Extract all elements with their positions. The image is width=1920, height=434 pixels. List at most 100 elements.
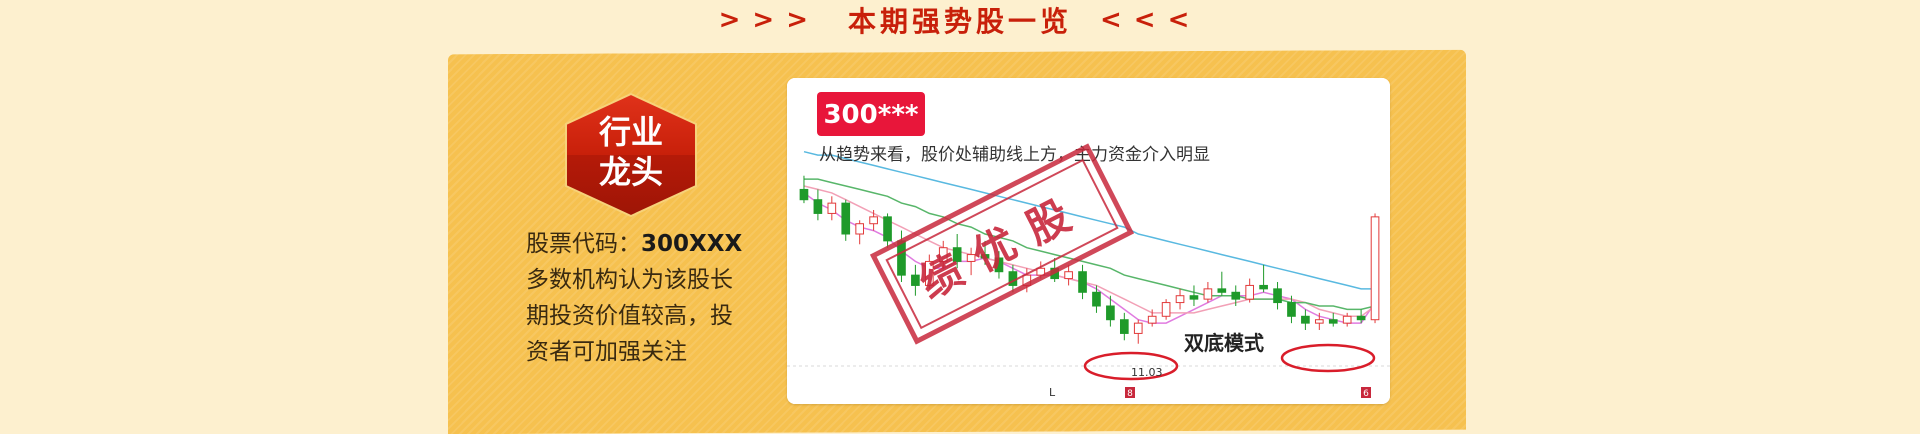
heading-left-arrows: >>> [718, 5, 820, 35]
ma-line-ma60 [803, 150, 1375, 290]
candle-body [1175, 295, 1185, 304]
candle-body [1217, 288, 1227, 293]
x-axis-tick-3-box [1361, 387, 1371, 398]
industry-leader-badge: 行业 龙头 [562, 92, 700, 218]
candle-body [1328, 319, 1338, 324]
candle-body [799, 188, 809, 201]
candle-body [1370, 216, 1380, 321]
candle-23 [1119, 312, 1129, 341]
candle-body [841, 202, 851, 235]
candle-body [883, 216, 892, 242]
candle-body [1231, 291, 1241, 300]
candle-body [827, 202, 837, 214]
candle-29 [1203, 282, 1213, 303]
badge-line-1: 行业 [598, 113, 663, 151]
stamp-inner-border [885, 158, 1119, 330]
candle-21 [1092, 285, 1101, 313]
candle-34 [1273, 282, 1282, 310]
second-bottom-circle [1280, 343, 1376, 373]
candle-body [1342, 315, 1352, 324]
candlestick-chart: 300*** 从趋势来看，股价处辅助线上方，主力资金介入明显 绩优股 双底模式 … [787, 78, 1390, 404]
stock-description: 股票代码：300XXX 多数机构认为该股长期投资价值较高，投资者可加强关注 [526, 226, 746, 370]
stock-code-value: 300XXX [641, 231, 743, 257]
candle-body [855, 223, 865, 235]
candle-32 [1245, 278, 1255, 303]
candle-40 [1356, 309, 1366, 324]
candle-19 [1064, 264, 1073, 286]
candle-3 [841, 199, 851, 241]
candle-10 [938, 240, 948, 269]
candle-9 [924, 254, 934, 289]
candle-2 [827, 196, 837, 221]
candle-27 [1175, 288, 1185, 310]
candle-body [1203, 288, 1213, 300]
candle-0 [799, 175, 809, 204]
candle-body [980, 254, 990, 259]
candle-38 [1328, 312, 1338, 327]
candle-24 [1133, 319, 1143, 344]
description-text: 多数机构认为该股长期投资价值较高，投资者可加强关注 [526, 267, 733, 365]
badge-label: 行业 龙头 [562, 112, 700, 192]
candle-8 [911, 264, 920, 296]
candle-12 [966, 247, 976, 276]
candle-37 [1314, 312, 1324, 330]
candle-body [869, 216, 878, 225]
candle-body [1287, 302, 1296, 317]
chart-caption: 从趋势来看，股价处辅助线上方，主力资金介入明显 [819, 145, 1210, 165]
candle-22 [1106, 295, 1115, 327]
candle-body [897, 240, 906, 276]
double-bottom-label: 双底模式 [1184, 331, 1264, 355]
candle-11 [952, 234, 962, 269]
hexagon-badge-shape [565, 92, 697, 218]
candle-14 [994, 251, 1004, 279]
badge-line-2: 龙头 [598, 153, 663, 191]
candle-39 [1342, 312, 1352, 327]
candle-28 [1189, 285, 1199, 306]
candle-4 [855, 220, 865, 245]
section-heading: >>> 本期强势股一览 <<< [0, 0, 1920, 40]
candle-5 [869, 210, 878, 231]
candle-body [1147, 315, 1157, 324]
page-title: 本期强势股一览 [847, 5, 1072, 38]
stock-code-label: 股票代码： [526, 231, 641, 257]
stock-label-text: 300*** [823, 100, 918, 130]
candle-20 [1078, 264, 1087, 300]
x-axis-tick-3: 6 [1363, 389, 1369, 399]
candle-26 [1161, 299, 1171, 320]
candle-body [1133, 322, 1143, 334]
candle-36 [1301, 309, 1310, 330]
stock-chart-card: 300*** 从趋势来看，股价处辅助线上方，主力资金介入明显 绩优股 双底模式 … [787, 78, 1390, 404]
candle-41 [1370, 213, 1380, 324]
first-bottom-circle [1083, 351, 1179, 381]
candle-body [1036, 267, 1046, 276]
candle-body [938, 247, 948, 262]
candle-body [924, 260, 934, 286]
candle-body [1119, 319, 1129, 334]
candle-body [966, 254, 976, 262]
candle-33 [1259, 264, 1268, 293]
candle-6 [883, 213, 892, 248]
stamp-outer-border [869, 143, 1135, 345]
x-axis-tick-2: 8 [1127, 389, 1133, 399]
candle-31 [1231, 285, 1241, 306]
candle-25 [1147, 309, 1157, 327]
candle-body [1189, 295, 1199, 300]
candle-body [1078, 271, 1087, 293]
candle-body [911, 274, 920, 286]
candle-13 [980, 240, 990, 265]
candle-body [1161, 302, 1171, 317]
candle-body [1356, 315, 1366, 321]
x-axis-tick-1: L [1049, 386, 1056, 399]
candle-body [1314, 319, 1324, 324]
candle-body [1092, 291, 1101, 307]
candle-1 [813, 189, 823, 221]
x-axis-tick-2-box [1125, 387, 1135, 398]
candle-body [952, 247, 962, 262]
candle-30 [1217, 271, 1227, 296]
candle-body [994, 257, 1004, 273]
candle-body [813, 199, 823, 214]
low-price-annotation: 11.03 [1131, 366, 1163, 379]
stock-label-box [817, 92, 925, 136]
candle-body [1273, 288, 1282, 304]
candle-body [1064, 271, 1073, 280]
